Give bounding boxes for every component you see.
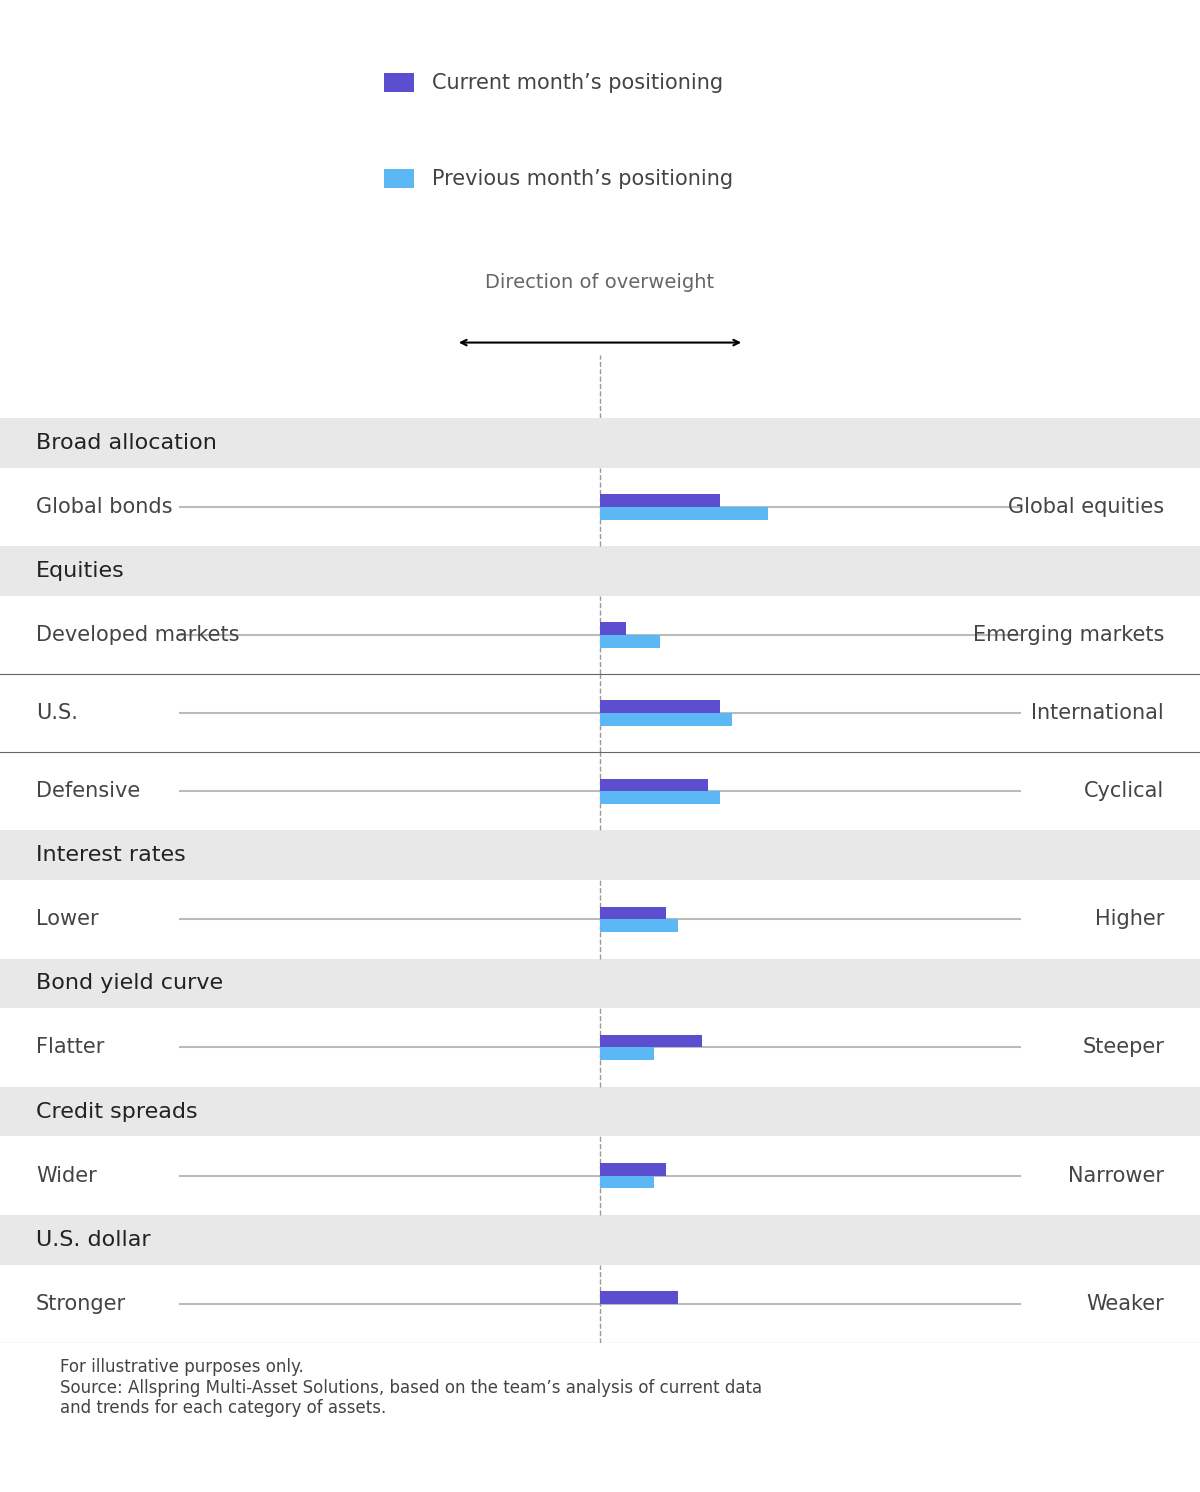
Bar <box>600 779 708 791</box>
Bar <box>0 831 1200 880</box>
Bar <box>0 958 1200 1009</box>
Text: Direction of overweight: Direction of overweight <box>486 273 714 292</box>
Bar <box>0 418 1200 467</box>
Text: Interest rates: Interest rates <box>36 846 186 865</box>
Bar <box>0 1214 1200 1265</box>
Text: Emerging markets: Emerging markets <box>973 625 1164 645</box>
Text: Defensive: Defensive <box>36 782 140 801</box>
Bar <box>0 467 1200 546</box>
Text: International: International <box>1031 703 1164 724</box>
Bar <box>384 73 414 93</box>
Bar <box>600 1291 678 1304</box>
Bar <box>0 1137 1200 1214</box>
Text: Narrower: Narrower <box>1068 1165 1164 1186</box>
Bar <box>600 791 720 804</box>
Bar <box>600 1047 654 1061</box>
Text: Global bonds: Global bonds <box>36 497 173 516</box>
Text: Current month’s positioning: Current month’s positioning <box>432 73 722 93</box>
Text: Broad allocation: Broad allocation <box>36 433 217 452</box>
Text: Equities: Equities <box>36 561 125 580</box>
Text: Credit spreads: Credit spreads <box>36 1101 198 1122</box>
Bar <box>600 713 732 727</box>
Bar <box>0 1009 1200 1086</box>
Text: U.S.: U.S. <box>36 703 78 724</box>
Bar <box>600 1162 666 1176</box>
Text: Weaker: Weaker <box>1086 1294 1164 1313</box>
Text: Previous month’s positioning: Previous month’s positioning <box>432 169 733 188</box>
Text: Developed markets: Developed markets <box>36 625 240 645</box>
Bar <box>600 1176 654 1189</box>
Bar <box>600 622 626 634</box>
Text: Cyclical: Cyclical <box>1084 782 1164 801</box>
Text: Flatter: Flatter <box>36 1037 104 1058</box>
Text: Stronger: Stronger <box>36 1294 126 1313</box>
Bar <box>600 1034 702 1047</box>
Bar <box>0 1086 1200 1137</box>
Bar <box>600 919 678 932</box>
Bar <box>600 634 660 648</box>
Text: Steeper: Steeper <box>1082 1037 1164 1058</box>
Bar <box>0 546 1200 595</box>
Bar <box>0 752 1200 831</box>
Text: Wider: Wider <box>36 1165 97 1186</box>
Text: Global equities: Global equities <box>1008 497 1164 516</box>
Text: Bond yield curve: Bond yield curve <box>36 973 223 994</box>
Bar <box>600 907 666 919</box>
Bar <box>0 1265 1200 1343</box>
Bar <box>0 674 1200 752</box>
Bar <box>600 507 768 519</box>
Text: Lower: Lower <box>36 910 98 930</box>
Text: Higher: Higher <box>1094 910 1164 930</box>
Text: U.S. dollar: U.S. dollar <box>36 1229 151 1250</box>
Bar <box>384 169 414 188</box>
Bar <box>600 700 720 713</box>
Bar <box>0 880 1200 958</box>
Bar <box>600 494 720 507</box>
Text: For illustrative purposes only.
Source: Allspring Multi-Asset Solutions, based o: For illustrative purposes only. Source: … <box>60 1358 762 1417</box>
Bar <box>0 595 1200 674</box>
